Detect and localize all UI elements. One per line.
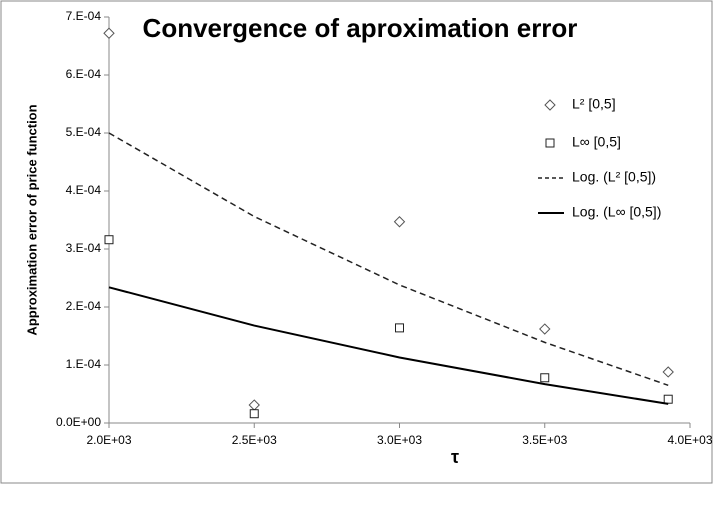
- x-tick-label: 3.0E+03: [377, 433, 422, 447]
- y-axis-title: Approximation error of price function: [24, 104, 39, 335]
- chart-title: Convergence of aproximation error: [143, 13, 578, 43]
- point: [662, 366, 674, 378]
- y-tick-label: 6.E-04: [66, 67, 102, 81]
- point: [539, 323, 551, 335]
- legend-marker: [544, 99, 556, 111]
- point: [249, 409, 259, 419]
- y-tick-label: 5.E-04: [66, 125, 102, 139]
- x-axis-title: τ: [451, 447, 459, 467]
- y-tick-label: 7.E-04: [66, 9, 102, 23]
- legend-label: L² [0,5]: [572, 96, 616, 112]
- y-tick-label: 1.E-04: [66, 357, 102, 371]
- x-tick-label: 2.0E+03: [86, 433, 131, 447]
- legend-label: Log. (L∞ [0,5]): [572, 204, 661, 220]
- x-tick-label: 3.5E+03: [522, 433, 567, 447]
- point: [663, 394, 673, 404]
- x-tick-label: 4.0E+03: [667, 433, 712, 447]
- trend-line: [108, 286, 669, 405]
- y-tick-label: 0.0E+00: [56, 415, 101, 429]
- y-tick-label: 3.E-04: [66, 241, 102, 255]
- point: [103, 27, 115, 39]
- legend-label: L∞ [0,5]: [572, 134, 621, 150]
- point: [540, 373, 550, 383]
- chart-border: [0, 0, 713, 484]
- trend-line: [108, 132, 669, 387]
- point: [393, 216, 406, 228]
- y-tick-label: 4.E-04: [66, 183, 102, 197]
- legend-label: Log. (L² [0,5]): [572, 169, 656, 185]
- point: [104, 235, 114, 245]
- x-tick-label: 2.5E+03: [232, 433, 277, 447]
- legend-marker: [545, 138, 555, 148]
- point: [395, 323, 404, 333]
- y-tick-label: 2.E-04: [66, 299, 102, 313]
